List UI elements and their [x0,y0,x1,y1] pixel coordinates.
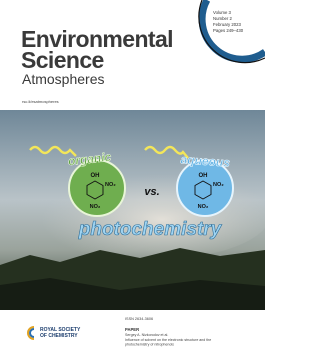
article-title: photochemistry of nitrophenols [125,343,174,347]
atom-label: NO₂ [90,204,101,210]
article-title: Influence of solvent on the electronic s… [125,338,211,342]
cover: Volume 3 Number 2 February 2023 Pages 24… [0,0,265,353]
issue-line: Number 2 [213,16,232,21]
atom-label: NO₂ [105,182,116,188]
atom-label: OH [199,173,208,179]
issue-line: Pages 249–430 [213,28,244,33]
vs-label: vs. [144,186,159,198]
atom-label: OH [91,173,100,179]
article-type: PAPER [125,327,139,332]
atom-label: NO₂ [213,182,224,188]
url: rsc.li/esatmospheres [22,99,59,104]
photochemistry-label: photochemistry [78,219,223,240]
publisher-name: OF CHEMISTRY [40,333,78,339]
authors: Sergey A. Nizkorodov et al. [125,333,168,337]
issn: ISSN 2634-3606 [125,317,153,321]
atom-label: NO₂ [198,204,209,210]
journal-subtitle: Atmospheres [22,71,104,87]
journal-title: Science [21,47,104,73]
issue-line: February 2023 [213,22,242,27]
page: Volume 3 Number 2 February 2023 Pages 24… [0,0,265,353]
issue-line: Volume 3 [213,10,232,15]
